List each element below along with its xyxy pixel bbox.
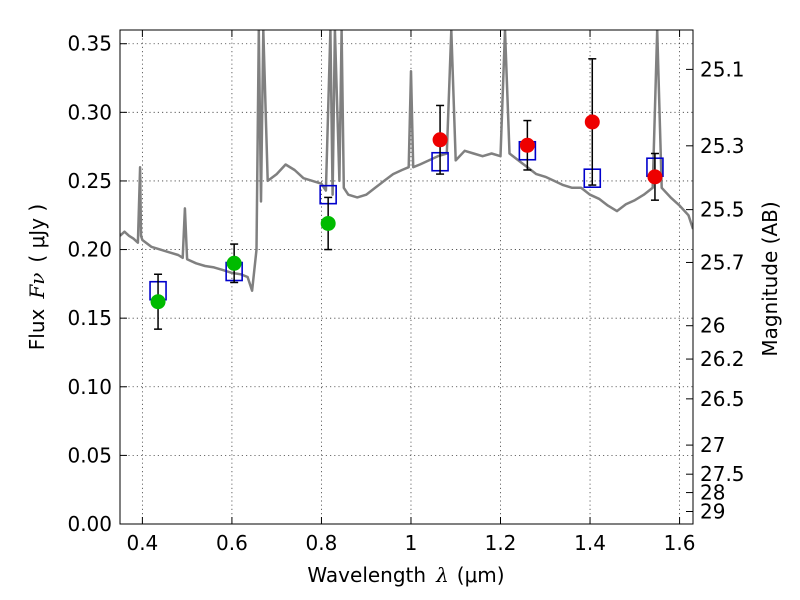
y2-tick-label: 27.5 [700, 462, 745, 486]
data-point [647, 169, 663, 185]
x-axis-label: Wavelength λ (μm) [307, 563, 504, 587]
y-tick-label: 0.35 [67, 32, 112, 56]
y-tick-label: 0.00 [67, 512, 112, 536]
x-tick-label: 1.2 [485, 531, 517, 555]
points-layer [149, 58, 664, 330]
y2-tick-label: 25.1 [700, 57, 745, 81]
data-point [150, 294, 166, 310]
y2-tick-label: 25.7 [700, 250, 745, 274]
y2-tick-label: 28 [700, 481, 725, 505]
data-point [584, 114, 600, 130]
plot-frame [119, 29, 694, 525]
y2-tick-label: 25.5 [700, 198, 745, 222]
y-axis-label: FluxFν( μJy ) [25, 204, 49, 350]
data-point [320, 215, 336, 231]
y2-tick-label: 25.3 [700, 134, 745, 158]
y-tick-label: 0.30 [67, 100, 112, 124]
y2-tick-label: 26.2 [700, 347, 745, 371]
x-tick-label: 0.4 [126, 531, 158, 555]
data-point [519, 137, 535, 153]
y2-tick-label: 26 [700, 314, 725, 338]
x-tick-label: 1.4 [574, 531, 606, 555]
y-axis-ticks: 0.00 0.05 0.10 0.15 0.20 0.25 0.30 0.35 [67, 32, 127, 536]
data-point [432, 132, 448, 148]
y-tick-label: 0.25 [67, 169, 112, 193]
y2-tick-label: 27 [700, 433, 725, 457]
x-tick-label: 1.6 [664, 531, 696, 555]
x-tick-label: 0.6 [216, 531, 248, 555]
data-point [226, 255, 242, 271]
x-tick-label: 0.8 [306, 531, 338, 555]
x-axis-ticks: 0.4 0.6 0.8 1 1.2 1.4 1.6 [126, 30, 695, 555]
spectrum-line [120, 30, 693, 292]
spectrum-layer [120, 30, 693, 292]
y2-tick-label: 29 [700, 500, 725, 524]
y-tick-label: 0.20 [67, 238, 112, 262]
x-tick-label: 1 [405, 531, 418, 555]
y-tick-label: 0.05 [67, 443, 112, 467]
y2-tick-label: 26.5 [700, 387, 745, 411]
y-tick-label: 0.15 [67, 306, 112, 330]
y-tick-label: 0.10 [67, 375, 112, 399]
y2-axis-label: Magnitude (AB) [758, 201, 782, 356]
grid [120, 30, 693, 524]
